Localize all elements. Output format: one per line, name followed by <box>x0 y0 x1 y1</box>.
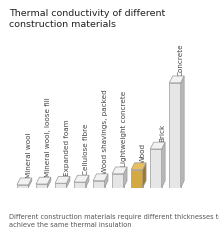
Text: Wood: Wood <box>140 142 146 162</box>
Polygon shape <box>17 185 28 188</box>
Text: Expanded foam: Expanded foam <box>64 119 70 175</box>
Polygon shape <box>162 142 165 188</box>
Polygon shape <box>17 178 32 185</box>
Polygon shape <box>150 142 165 149</box>
Text: Lightweight concrete: Lightweight concrete <box>121 90 127 166</box>
Polygon shape <box>169 77 184 83</box>
Text: Brick: Brick <box>159 123 165 141</box>
Polygon shape <box>55 177 70 183</box>
Polygon shape <box>169 83 181 188</box>
Text: Concrete: Concrete <box>178 43 184 76</box>
Text: Mineral wool, loose fill: Mineral wool, loose fill <box>45 97 51 176</box>
Polygon shape <box>112 167 127 174</box>
Polygon shape <box>131 170 143 188</box>
Polygon shape <box>28 178 32 188</box>
Polygon shape <box>48 177 51 188</box>
Polygon shape <box>36 184 48 188</box>
Text: Thermal conductivity of different
construction materials: Thermal conductivity of different constr… <box>9 9 165 29</box>
Polygon shape <box>74 182 85 188</box>
Polygon shape <box>131 163 146 170</box>
Polygon shape <box>124 167 127 188</box>
Text: Mineral wool: Mineral wool <box>26 132 32 177</box>
Polygon shape <box>66 177 70 188</box>
Polygon shape <box>143 163 146 188</box>
Polygon shape <box>74 175 89 182</box>
Text: Cellulose fibre: Cellulose fibre <box>83 123 89 174</box>
Text: Wood shavings, packed: Wood shavings, packed <box>102 89 108 173</box>
Polygon shape <box>150 149 162 188</box>
Polygon shape <box>85 175 89 188</box>
Polygon shape <box>181 77 184 188</box>
Polygon shape <box>104 174 108 188</box>
Polygon shape <box>55 183 66 188</box>
Polygon shape <box>36 177 51 184</box>
Polygon shape <box>93 181 104 188</box>
Text: Different construction materials require different thicknesses to
achieve the sa: Different construction materials require… <box>9 213 219 227</box>
Polygon shape <box>93 174 108 181</box>
Polygon shape <box>112 174 124 188</box>
